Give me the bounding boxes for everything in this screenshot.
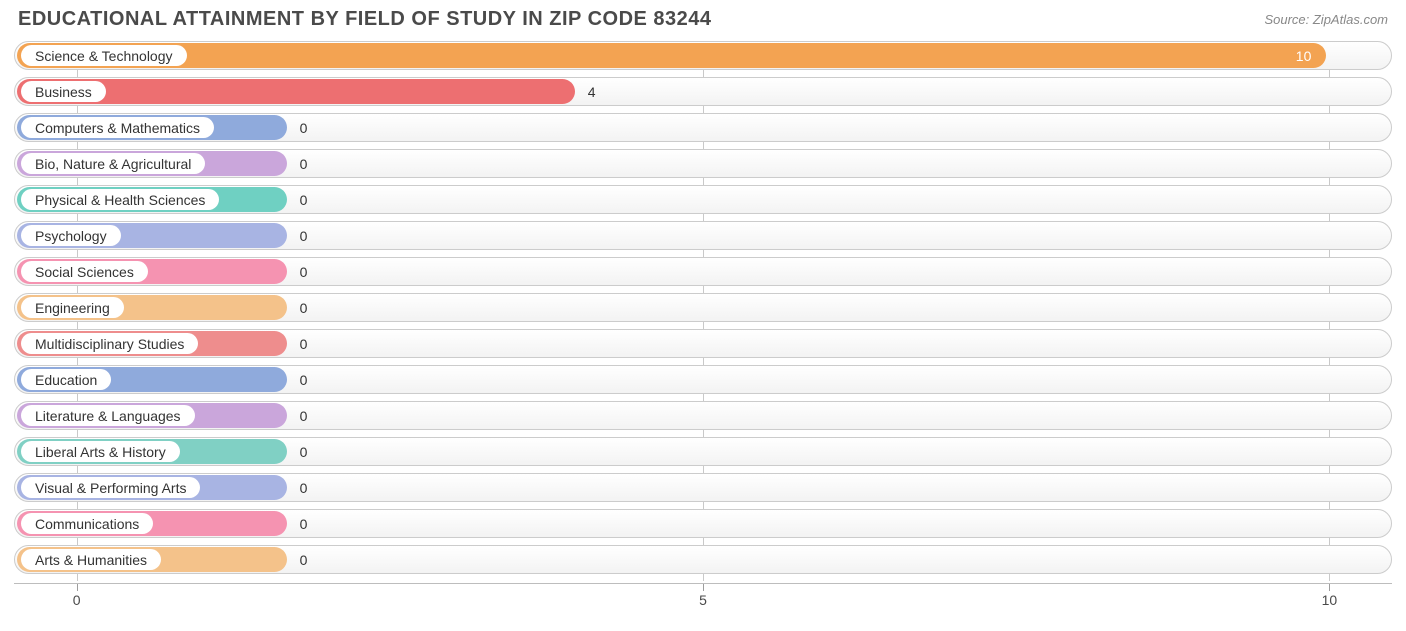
bar-row: Psychology 0 [14,221,1392,250]
bar-row: Literature & Languages 0 [14,401,1392,430]
bar-row: Bio, Nature & Agricultural 0 [14,149,1392,178]
category-pill: Computers & Mathematics [21,117,214,138]
value-label: 4 [580,77,604,106]
value-label: 0 [292,293,316,322]
bar-row: Physical & Health Sciences 0 [14,185,1392,214]
x-tick-label: 10 [1322,592,1338,608]
value-label: 0 [292,113,316,142]
category-pill: Communications [21,513,153,534]
category-pill: Physical & Health Sciences [21,189,219,210]
bar-row: Science & Technology 10 [14,41,1392,70]
value-label: 0 [292,149,316,178]
category-pill: Engineering [21,297,124,318]
bar-row: Liberal Arts & History 0 [14,437,1392,466]
value-label: 0 [292,437,316,466]
bar-row: Engineering 0 [14,293,1392,322]
x-tick-label: 5 [699,592,707,608]
category-pill: Social Sciences [21,261,148,282]
category-pill: Literature & Languages [21,405,195,426]
bar-row: Multidisciplinary Studies 0 [14,329,1392,358]
value-label: 0 [292,221,316,250]
chart-header: EDUCATIONAL ATTAINMENT BY FIELD OF STUDY… [0,0,1406,35]
category-pill: Psychology [21,225,121,246]
value-label: 0 [292,365,316,394]
bar-row: Communications 0 [14,509,1392,538]
value-label: 0 [292,545,316,574]
chart-area: Science & Technology 10 Business 4 Computers… [14,41,1392,613]
value-label: 0 [292,473,316,502]
value-label: 0 [292,257,316,286]
value-label: 0 [292,329,316,358]
category-pill: Education [21,369,111,390]
bar-row: Business 4 [14,77,1392,106]
value-label: 10 [1288,41,1320,70]
category-pill: Multidisciplinary Studies [21,333,198,354]
bar-row: Education 0 [14,365,1392,394]
chart-plot: Science & Technology 10 Business 4 Computers… [14,41,1392,581]
category-pill: Arts & Humanities [21,549,161,570]
value-label: 0 [292,401,316,430]
bar-row: Social Sciences 0 [14,257,1392,286]
category-pill: Visual & Performing Arts [21,477,200,498]
x-tick-label: 0 [73,592,81,608]
bar-row: Arts & Humanities 0 [14,545,1392,574]
chart-title: EDUCATIONAL ATTAINMENT BY FIELD OF STUDY… [18,8,712,31]
x-tick [703,584,704,591]
value-label: 0 [292,509,316,538]
x-tick [1329,584,1330,591]
category-pill: Business [21,81,106,102]
chart-source: Source: ZipAtlas.com [1264,8,1388,27]
bar-row: Visual & Performing Arts 0 [14,473,1392,502]
category-pill: Bio, Nature & Agricultural [21,153,205,174]
x-tick [77,584,78,591]
category-pill: Liberal Arts & History [21,441,180,462]
bar [17,43,1326,68]
bar-row: Computers & Mathematics 0 [14,113,1392,142]
x-axis: 0 5 10 [14,583,1392,613]
category-pill: Science & Technology [21,45,187,66]
value-label: 0 [292,185,316,214]
